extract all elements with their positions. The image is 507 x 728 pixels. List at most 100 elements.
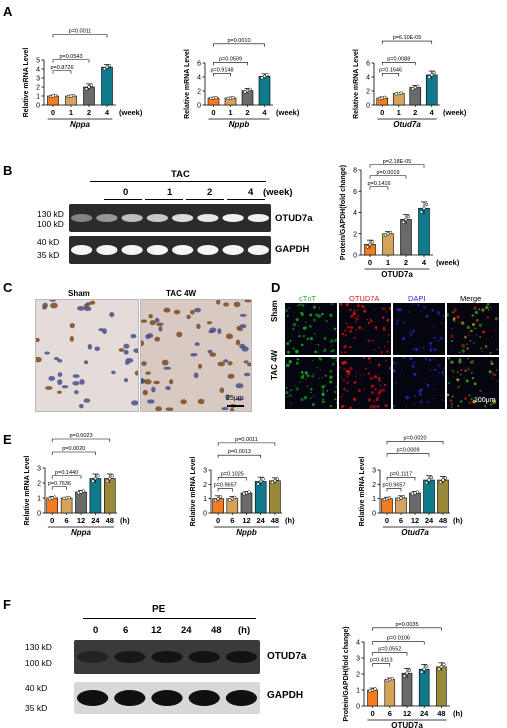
x-axis-label: OTUD7a	[381, 270, 413, 279]
if-signal	[309, 337, 314, 341]
if-signal	[482, 397, 484, 399]
if-signal	[429, 349, 433, 353]
cell-nucleus	[180, 399, 187, 405]
data-point	[441, 478, 445, 482]
if-signal	[353, 336, 357, 340]
if-signal	[374, 325, 378, 329]
if-signal	[373, 400, 376, 403]
if-signal	[339, 303, 343, 306]
chart-b: 0 2 4 6 8 Protein/GAPDH(fold change) 0 1 2 4 (week…	[340, 159, 460, 279]
y-tick-label: 0	[366, 103, 370, 110]
blot-band	[197, 214, 219, 222]
data-point	[273, 479, 277, 483]
blotf-protein-otud7a: OTUD7a	[267, 651, 307, 662]
if-signal	[409, 332, 413, 336]
cell-nucleus	[223, 302, 230, 307]
if-signal	[485, 402, 488, 404]
if-signal	[289, 339, 292, 343]
if-signal	[331, 349, 334, 352]
cell-nucleus	[141, 361, 147, 366]
if-signal	[288, 307, 291, 310]
cell-nucleus	[217, 328, 222, 335]
if-signal	[373, 405, 377, 409]
p-value-label: p=0.0543	[59, 54, 82, 60]
x-unit-label: (h)	[453, 709, 463, 718]
data-point	[105, 479, 109, 483]
if-signal	[369, 361, 372, 364]
if-signal	[487, 353, 489, 355]
if-signal	[324, 384, 326, 387]
cell-nucleus	[83, 398, 91, 403]
if-signal	[379, 384, 382, 387]
scale-bar	[227, 405, 244, 407]
if-signal	[343, 368, 346, 371]
cell-nucleus	[225, 333, 234, 340]
cell-nucleus	[131, 400, 138, 406]
if-signal	[370, 319, 373, 323]
if-signal	[472, 341, 475, 344]
blot-band	[76, 690, 109, 706]
if-signal	[377, 363, 381, 367]
if-signal	[490, 360, 493, 363]
panel-letter-e: E	[3, 432, 12, 447]
if-signal	[322, 398, 324, 400]
if-signal	[467, 357, 469, 360]
if-signal	[317, 344, 320, 346]
if-signal	[297, 303, 301, 307]
if-signal	[300, 375, 305, 379]
if-signal	[355, 375, 357, 378]
p-value-label: p=0.0035	[395, 622, 418, 628]
data-point	[230, 497, 234, 501]
blot-time-1: 1	[167, 187, 173, 198]
data-point	[419, 210, 424, 214]
significance-bracket	[217, 442, 276, 446]
cell-nucleus	[186, 314, 191, 320]
cell-nucleus	[98, 328, 104, 332]
if-signal	[475, 319, 479, 323]
if-signal	[396, 319, 400, 322]
if-label-ctnt: cTnT	[299, 294, 317, 303]
if-signal	[330, 303, 334, 306]
mw-130: 130 kD	[37, 209, 64, 219]
data-point	[429, 475, 434, 480]
if-signal	[313, 395, 315, 397]
p-value-label: p=0.1646	[379, 67, 402, 73]
if-signal	[409, 330, 411, 332]
x-axis-label: Nppb	[229, 120, 250, 129]
cell-nucleus	[76, 306, 85, 311]
cell-nucleus	[206, 321, 213, 325]
p-value-label: p=0.9657	[382, 482, 405, 488]
if-signal	[298, 325, 300, 327]
cell-nucleus	[123, 349, 129, 355]
if-signal	[349, 370, 352, 373]
p-value-label: p=0.9657	[214, 482, 237, 488]
data-point	[399, 496, 403, 500]
data-point	[107, 63, 112, 68]
if-signal	[386, 340, 389, 343]
x-axis-label: Otud7a	[401, 528, 429, 537]
scale-bar-label: 25μm	[226, 395, 244, 402]
if-signal	[396, 322, 399, 325]
y-tick-label: 2	[356, 672, 360, 679]
blot-treatment-label: TAC	[171, 169, 190, 180]
if-signal	[465, 379, 469, 383]
x-unit-label: (h)	[120, 516, 130, 525]
if-signal	[285, 307, 286, 309]
if-signal	[458, 385, 461, 387]
data-point	[388, 230, 393, 235]
if-signal	[456, 371, 459, 374]
if-signal	[329, 313, 333, 317]
if-signal	[471, 314, 474, 317]
lane-group-line	[186, 199, 224, 200]
cell-nucleus	[142, 389, 148, 396]
cell-nucleus	[147, 399, 155, 404]
cell-nucleus	[246, 362, 251, 367]
y-tick-label: 0	[356, 704, 360, 711]
if-signal	[352, 397, 357, 401]
data-point	[275, 477, 280, 481]
lane-group-line	[145, 199, 183, 200]
blotf-otud7a	[74, 640, 260, 674]
if-signal	[378, 389, 383, 393]
if-signal	[353, 309, 356, 313]
cell-nucleus	[89, 300, 96, 305]
